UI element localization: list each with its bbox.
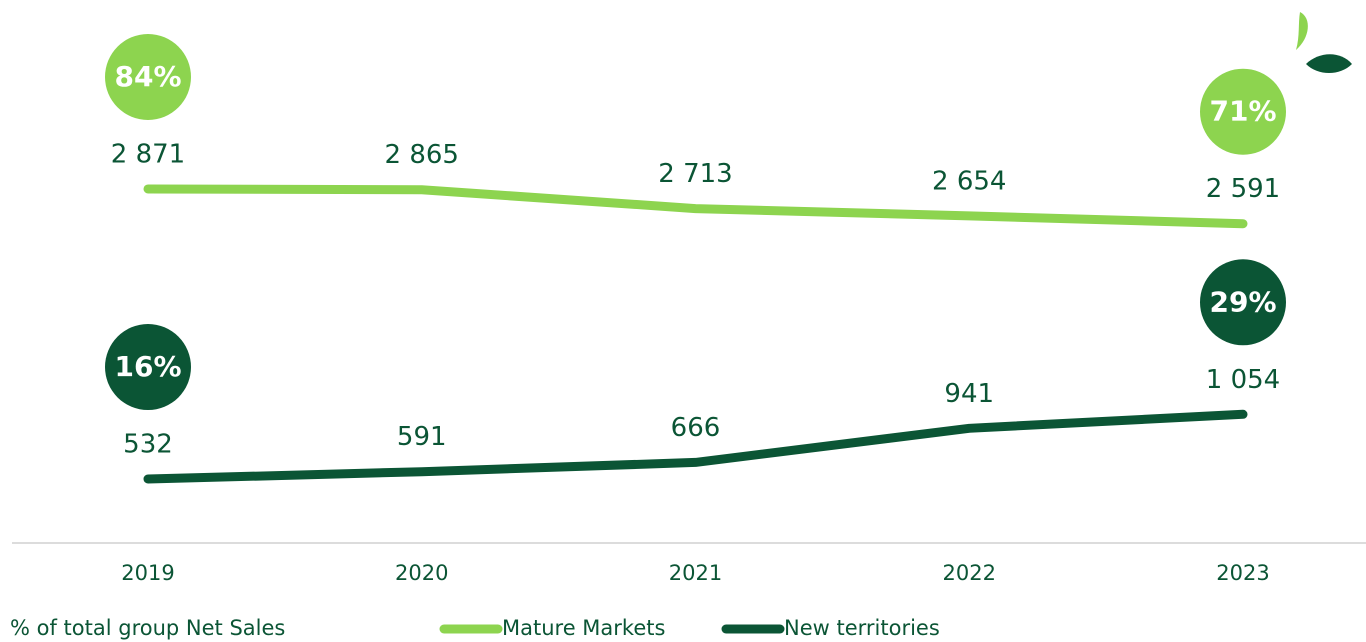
leaf-icon: [1306, 54, 1352, 73]
leaf-icon: [1296, 12, 1308, 50]
value-label: 2 654: [932, 166, 1006, 196]
note: % of total group Net Sales: [10, 616, 285, 640]
value-label: 532: [123, 430, 173, 460]
share-badge: [1200, 68, 1286, 155]
value-label: 2 865: [385, 140, 459, 170]
x-tick-label: 2022: [943, 561, 996, 585]
value-label: 2 871: [111, 139, 185, 169]
legend-label: Mature Markets: [502, 616, 665, 640]
value-label: 2 591: [1206, 174, 1280, 204]
share-badge: [105, 33, 191, 120]
value-label: 666: [671, 413, 721, 443]
value-label: 2 713: [658, 159, 732, 189]
legend-label: New territories: [784, 616, 940, 640]
x-tick-label: 2020: [395, 561, 448, 585]
value-label: 591: [397, 422, 447, 452]
share-badge: [1200, 259, 1286, 346]
value-label: 941: [944, 379, 994, 409]
series-line: [143, 409, 1248, 484]
value-label: 1 054: [1206, 365, 1280, 395]
x-tick-label: 2021: [669, 561, 722, 585]
x-tick-label: 2023: [1216, 561, 1269, 585]
x-tick-label: 2019: [121, 561, 174, 585]
share-label: 71%: [1209, 95, 1276, 128]
share-label: 29%: [1209, 285, 1276, 318]
series-line: [143, 184, 1248, 229]
share-label: 16%: [114, 350, 181, 383]
share-badge: [105, 324, 191, 411]
share-label: 84%: [114, 60, 181, 93]
